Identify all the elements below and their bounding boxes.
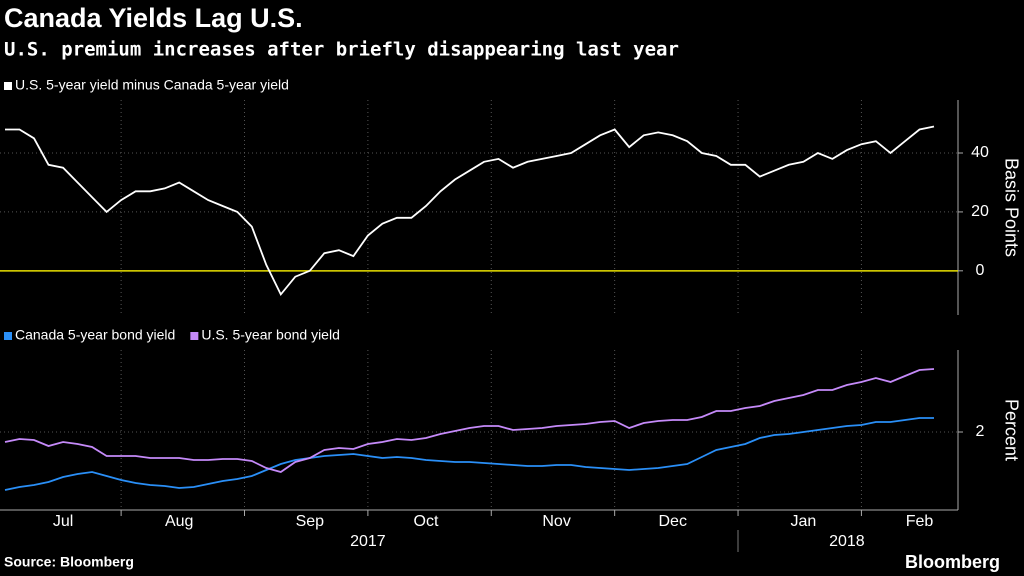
line-series — [5, 125, 935, 297]
legend-label: U.S. 5-year bond yield — [201, 327, 340, 343]
y-tick-label: 20 — [971, 203, 989, 220]
x-tick-label: Jul — [53, 513, 73, 530]
y-tick-label: 0 — [976, 262, 985, 279]
x-tick-label: Sep — [296, 513, 325, 530]
x-tick-label: Dec — [658, 513, 686, 530]
x-tick-label: Aug — [165, 513, 193, 530]
y-tick-label: 40 — [971, 144, 989, 161]
y-axis-label: Basis Points — [1001, 158, 1021, 257]
legend-label: U.S. 5-year yield minus Canada 5-year yi… — [15, 77, 289, 93]
legend-label: Canada 5-year bond yield — [15, 327, 175, 343]
x-tick-label: Oct — [414, 513, 439, 530]
x-year-label: 2017 — [350, 533, 386, 550]
y-axis-label: Percent — [1001, 399, 1021, 461]
y-tick-label: 2 — [976, 423, 985, 440]
subtitle: U.S. premium increases after briefly dis… — [4, 39, 679, 61]
legend-swatch — [4, 332, 12, 340]
title: Canada Yields Lag U.S. — [4, 3, 303, 33]
line-series — [4, 417, 934, 491]
line-series — [4, 368, 935, 473]
legend-swatch — [4, 82, 12, 90]
x-tick-label: Feb — [906, 513, 934, 530]
x-tick-label: Jan — [790, 513, 816, 530]
legend-swatch — [190, 332, 199, 340]
source: Source: Bloomberg — [4, 554, 134, 570]
x-year-label: 2018 — [829, 533, 865, 550]
x-tick-label: Nov — [542, 513, 570, 530]
brand: Bloomberg — [905, 552, 1000, 572]
